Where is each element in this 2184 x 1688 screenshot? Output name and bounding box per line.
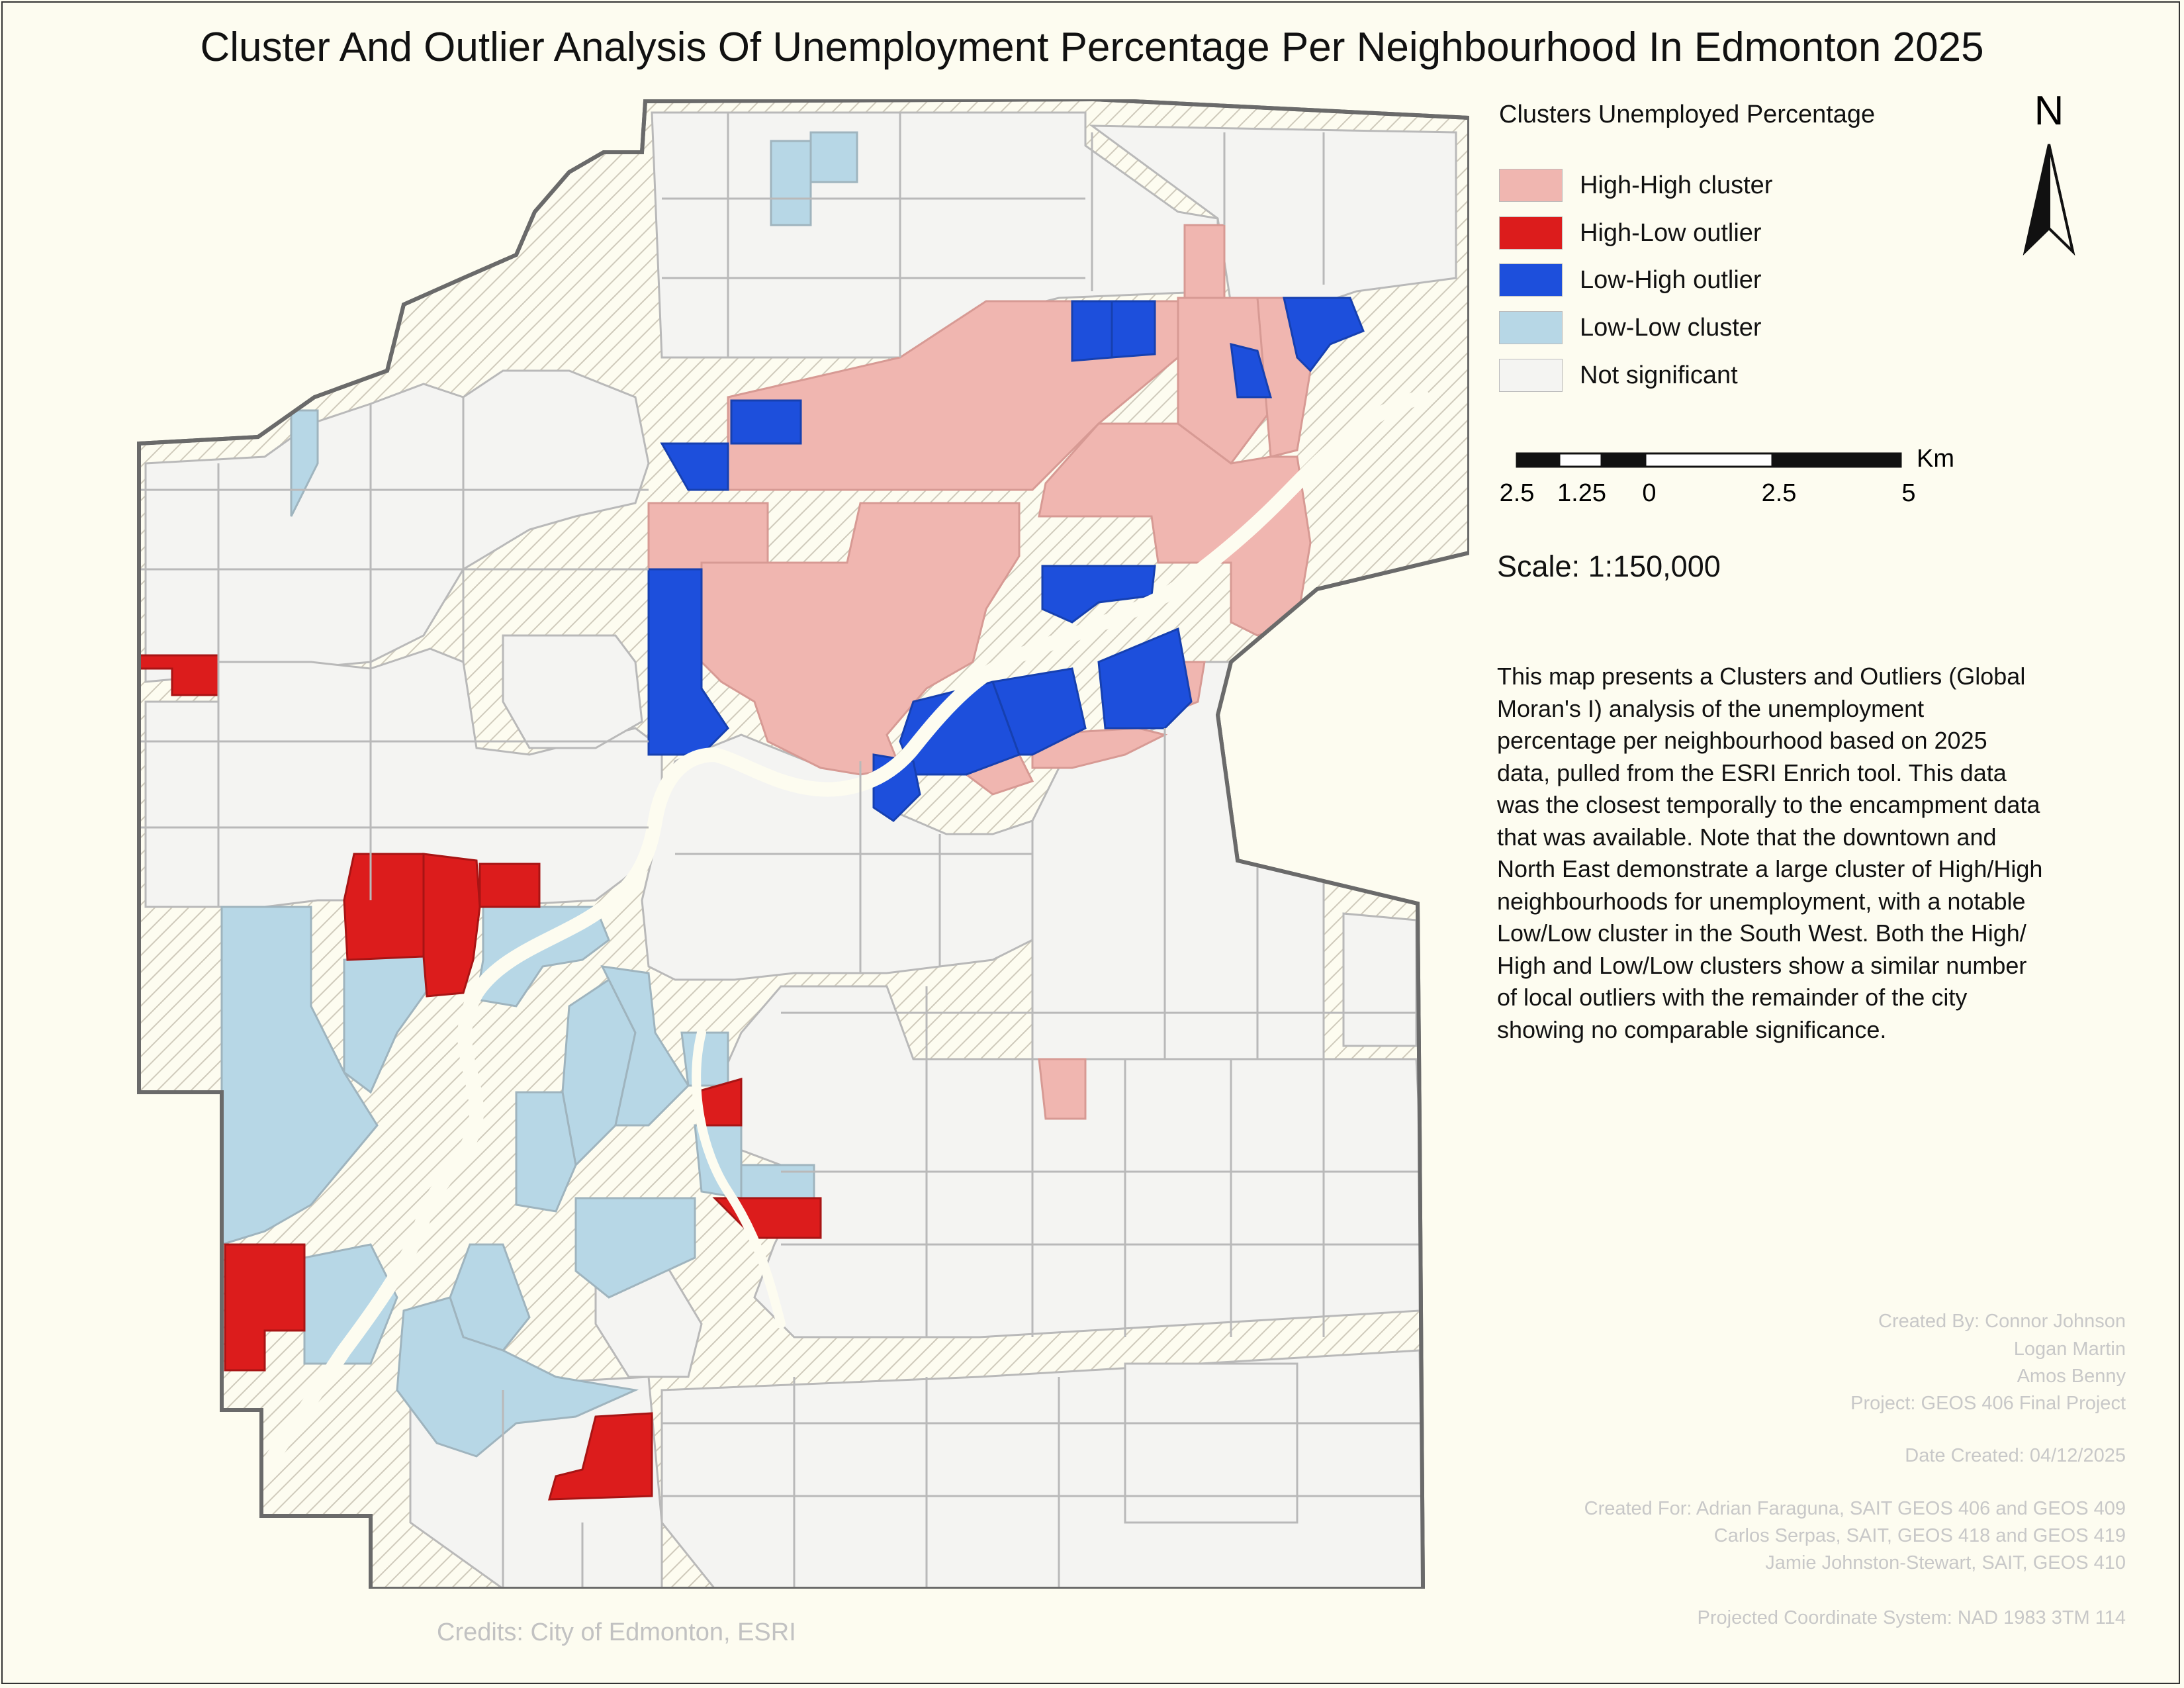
high-low-neighbourhood: [224, 1243, 306, 1372]
neighbourhood: [1342, 912, 1418, 1047]
river-ravine: [692, 1028, 786, 1329]
credit-author: Logan Martin: [2013, 1338, 2126, 1360]
legend-label: High-Low outlier: [1580, 219, 1762, 247]
high-high-neighbourhood: [1038, 1058, 1087, 1120]
credit-author: Amos Benny: [2017, 1366, 2126, 1387]
low-high-neighbourhood: [1283, 297, 1365, 373]
north-arrow-icon: N: [2023, 93, 2075, 256]
river: [257, 390, 1430, 1477]
high-high-neighbourhood: [1183, 224, 1226, 306]
low-low-neighbourhood: [574, 1197, 696, 1299]
high-high-neighbourhood: [700, 502, 1021, 776]
low-low-neighbourhood: [220, 906, 379, 1246]
scale-unit: Km: [1917, 445, 1954, 473]
credit-project: Project: GEOS 406 Final Project: [1850, 1393, 2126, 1414]
map-data-credits: Credits: City of Edmonton, ESRI: [437, 1618, 796, 1646]
high-low-neighbourhood: [547, 1412, 653, 1501]
low-high-neighbourhood: [647, 568, 729, 756]
scale-tick-label: 5: [1901, 479, 1915, 507]
credit-date-created: Date Created: 04/12/2025: [1905, 1445, 2126, 1466]
high-high-neighbourhood: [1177, 297, 1272, 465]
low-low-neighbourhood: [303, 1243, 398, 1365]
low-high-neighbourhood: [1041, 565, 1156, 624]
low-high-neighbourhood: [730, 399, 802, 445]
map-title: Cluster And Outlier Analysis Of Unemploy…: [200, 24, 1984, 70]
river-valley: [257, 390, 1430, 1477]
city-boundary-outline: [137, 99, 1469, 1589]
scale-tick-label: 2.5: [1500, 479, 1535, 507]
low-high-neighbourhood: [991, 667, 1087, 756]
credit-created-for: Jamie Johnston-Stewart, SAIT, GEOS 410: [1765, 1552, 2126, 1573]
neighbourhood: [1124, 1362, 1298, 1524]
scale-bar: Km 2.5 1.25 0 2.5 5: [1500, 445, 1954, 507]
low-low-neighbourhood: [600, 965, 690, 1127]
scale-tick-label: 1.25: [1557, 479, 1606, 507]
credit-created-by: Created By: Connor Johnson: [1878, 1311, 2126, 1332]
high-low-neighbourhood: [422, 853, 481, 998]
low-high-neighbourhood: [1230, 343, 1272, 399]
credit-created-for: Created For: Adrian Faraguna, SAIT GEOS …: [1584, 1498, 2126, 1519]
north-label: N: [2034, 93, 2064, 134]
low-high-neighbourhood: [1111, 300, 1156, 359]
low-low-clusters: [220, 131, 858, 1458]
legend-label: Low-Low cluster: [1580, 314, 1762, 342]
low-low-neighbourhood: [740, 1164, 815, 1199]
legend-swatch-high-low: [1499, 216, 1563, 250]
credit-created-for: Carlos Serpas, SAIT, GEOS 418 and GEOS 4…: [1713, 1525, 2126, 1546]
high-low-outliers: [139, 654, 822, 1501]
low-high-neighbourhood: [1071, 300, 1113, 362]
scale-text: Scale: 1:150,000: [1497, 549, 1721, 583]
scale-tick-label: 0: [1642, 479, 1656, 507]
legend-label: High-High cluster: [1580, 171, 1773, 199]
legend-swatch-low-low: [1499, 311, 1563, 344]
low-low-neighbourhood: [680, 1031, 729, 1087]
low-low-neighbourhood: [770, 140, 812, 226]
low-high-neighbourhood: [660, 442, 729, 491]
low-low-neighbourhood: [809, 131, 858, 183]
high-low-neighbourhood: [343, 853, 425, 961]
scale-tick-label: 2.5: [1762, 479, 1797, 507]
credit-coordinate-system: Projected Coordinate System: NAD 1983 3T…: [1697, 1607, 2126, 1628]
low-high-neighbourhood: [1097, 627, 1193, 729]
legend-swatch-high-high: [1499, 169, 1563, 202]
neighbourhood: [660, 1349, 1424, 1589]
edmonton-neighbourhood-map: [137, 99, 1469, 1589]
legend-swatch-not-significant: [1499, 359, 1563, 392]
high-high-neighbourhood: [1038, 422, 1312, 637]
neighbourhood: [502, 634, 643, 749]
legend-label: Low-High outlier: [1580, 266, 1762, 294]
map-description: This map presents a Clusters and Outlier…: [1497, 663, 2043, 1043]
street-lines: [139, 113, 1423, 1589]
low-high-outliers: [647, 297, 1365, 822]
low-low-neighbourhood: [515, 1091, 577, 1213]
legend-swatch-low-high: [1499, 263, 1563, 297]
high-low-neighbourhood: [478, 863, 541, 908]
low-low-neighbourhood: [396, 1296, 639, 1458]
legend-title: Clusters Unemployed Percentage: [1499, 101, 1876, 128]
legend-label: Not significant: [1580, 361, 1738, 389]
